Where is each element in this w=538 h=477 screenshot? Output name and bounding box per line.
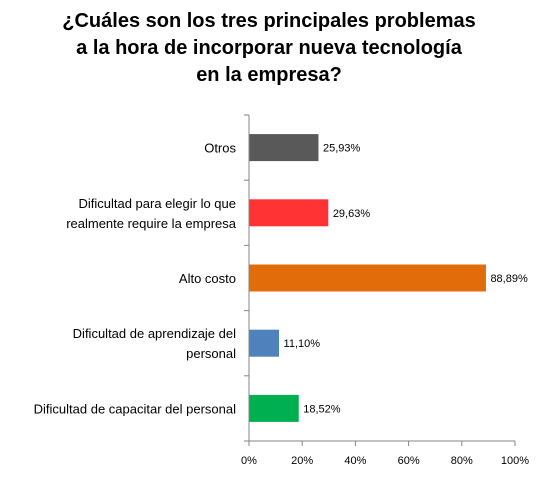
data-label: 29,63% [333,208,371,220]
data-label: 25,93% [323,143,361,155]
data-label: 88,89% [490,273,528,285]
category-label: Otros [204,141,236,156]
chart-title-line-1: ¿Cuáles son los tres principales problem… [62,10,476,32]
bar [249,134,319,162]
x-tick-label: 0% [241,455,257,467]
category-label: Alto costo [179,271,236,286]
bar [249,329,280,357]
x-tick-label: 20% [291,455,313,467]
category-label: Dificultad de capacitar del personal [34,401,236,416]
chart-title: ¿Cuáles son los tres principales problem… [0,8,538,89]
x-tick-label: 60% [398,455,420,467]
category-label: realmente require la empresa [66,216,237,231]
bar [249,264,486,292]
x-tick-label: 40% [344,455,366,467]
category-label: personal [186,346,236,361]
x-tick-label: 100% [501,455,529,467]
bar [249,199,329,227]
chart-title-line-3: en la empresa? [196,64,342,86]
chart-title-line-2: a la hora de incorporar nueva tecnología [76,37,462,59]
category-label: Dificultad para elegir lo que [78,196,236,211]
bar [249,394,299,422]
category-label: Dificultad de aprendizaje del [73,326,236,341]
data-label: 11,10% [284,338,321,350]
x-tick-label: 80% [451,455,473,467]
data-label: 18,52% [303,403,341,415]
